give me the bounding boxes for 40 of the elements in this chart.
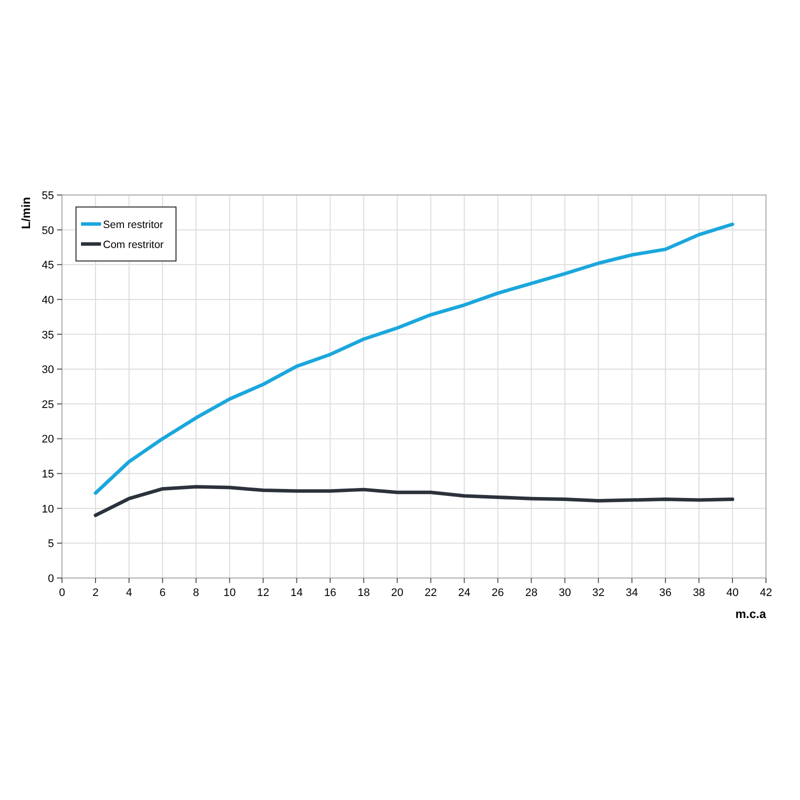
x-tick-label: 2 [92, 587, 99, 599]
y-tick-label: 40 [42, 294, 54, 306]
x-tick-label: 38 [692, 587, 706, 599]
x-tick-label: 22 [424, 587, 437, 599]
y-tick-label: 5 [48, 538, 54, 550]
x-tick-label: 8 [193, 587, 200, 599]
x-tick-label: 30 [558, 587, 571, 599]
y-tick-label: 25 [42, 398, 54, 411]
x-tick-label: 18 [358, 587, 370, 599]
y-tick-label: 10 [42, 503, 54, 516]
x-tick-label: 0 [58, 587, 66, 599]
line-series [94, 222, 734, 495]
y-tick-label: 35 [42, 329, 54, 342]
x-tick-label: 4 [126, 587, 132, 599]
y-tick-label: 50 [42, 224, 54, 237]
y-tick-label: 45 [42, 260, 54, 272]
x-tick-label: 16 [324, 587, 336, 599]
line-series [94, 485, 734, 518]
x-tick-label: 14 [290, 587, 303, 599]
x-tick-label: 28 [525, 587, 538, 599]
y-tick-label: 0 [48, 573, 54, 585]
x-tick-label: 42 [760, 587, 772, 599]
x-tick-label: 26 [492, 587, 504, 599]
x-tick-label: 10 [223, 587, 236, 599]
x-tick-label: 36 [659, 587, 672, 599]
x-tick-label: 20 [391, 587, 404, 599]
legend-label: Com restritor [103, 239, 164, 251]
y-tick-label: 55 [42, 190, 54, 202]
x-tick-label: 32 [592, 587, 605, 599]
legend-label: Sem restritor [103, 219, 164, 231]
y-tick-label: 15 [42, 468, 54, 481]
x-axis-title: m.c.a [735, 607, 766, 621]
y-tick-label: 30 [42, 364, 54, 376]
y-tick-label: 20 [42, 434, 54, 446]
x-tick-label: 40 [726, 587, 739, 599]
x-tick-label: 24 [458, 587, 470, 599]
y-axis-title: L/min [19, 197, 33, 229]
x-tick-label: 34 [626, 587, 638, 599]
x-tick-label: 12 [257, 587, 270, 599]
x-tick-label: 6 [160, 587, 166, 599]
